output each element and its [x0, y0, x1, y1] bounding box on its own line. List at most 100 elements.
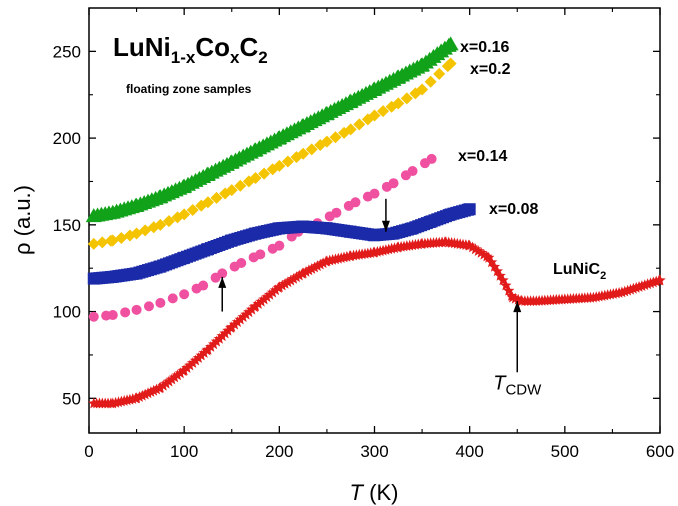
data-point — [166, 373, 178, 385]
data-point — [210, 335, 223, 347]
arrow-head — [218, 276, 227, 288]
data-point — [210, 191, 223, 204]
series-label-x016: x=0.16 — [460, 39, 509, 56]
series-4 — [88, 236, 666, 409]
data-point — [106, 234, 119, 247]
y-tick-label: 150 — [53, 216, 81, 235]
data-point — [154, 218, 167, 231]
data-point — [297, 267, 309, 279]
data-point — [88, 311, 99, 322]
x-tick-label: 600 — [646, 442, 674, 461]
data-point — [178, 208, 191, 221]
data-point — [205, 341, 217, 352]
data-point — [293, 269, 305, 281]
data-point — [285, 274, 297, 286]
data-point — [171, 369, 184, 381]
data-point — [249, 172, 262, 184]
data-point — [491, 265, 503, 277]
title-sub-2: x — [230, 48, 240, 67]
data-point — [234, 179, 247, 192]
data-point — [308, 261, 321, 273]
data-point — [160, 377, 172, 389]
data-point — [154, 381, 167, 393]
data-point — [255, 249, 266, 260]
data-point — [231, 316, 244, 327]
data-point — [273, 281, 285, 293]
series-3 — [87, 203, 476, 285]
data-point — [107, 310, 118, 321]
y-tick-label: 50 — [62, 389, 81, 408]
data-point — [187, 357, 199, 368]
x-axis-title-symbol: T — [350, 480, 365, 505]
data-point — [225, 184, 238, 197]
data-point — [240, 308, 252, 320]
series-label-x008: x=0.08 — [489, 201, 538, 218]
x-tick-label: 0 — [84, 442, 93, 461]
data-point — [198, 280, 209, 291]
data-point — [654, 274, 666, 286]
data-point — [494, 269, 506, 281]
data-point — [184, 359, 196, 371]
data-point — [276, 279, 288, 291]
data-point — [300, 266, 312, 277]
data-point — [303, 264, 315, 276]
data-point — [269, 284, 282, 296]
data-point — [133, 391, 146, 402]
data-point — [350, 197, 361, 208]
arrow-head — [513, 301, 522, 313]
tcdw-label: TCDW — [493, 373, 542, 399]
y-tick-label: 200 — [53, 129, 81, 148]
data-point — [306, 263, 318, 274]
x-tick-label: 500 — [551, 442, 579, 461]
data-point — [150, 383, 163, 395]
tcdw-label-symbol: T — [493, 373, 507, 395]
data-point — [258, 293, 270, 305]
data-point — [279, 278, 291, 289]
data-point — [142, 387, 154, 399]
data-point — [344, 123, 357, 136]
arrow-head — [381, 220, 390, 232]
data-point — [255, 295, 267, 307]
data-point — [219, 327, 231, 339]
data-point — [186, 204, 199, 217]
data-point — [167, 293, 178, 304]
data-point — [243, 306, 255, 318]
data-point — [252, 298, 265, 309]
data-point — [249, 300, 262, 312]
data-point — [115, 231, 128, 244]
data-point — [407, 166, 418, 177]
data-point — [444, 57, 457, 70]
y-axis-title: ρ (a.u.) — [10, 185, 35, 255]
data-point — [163, 375, 175, 387]
chart-title: LuNi1-xCoxC2 — [113, 32, 268, 67]
data-point — [311, 260, 324, 271]
data-point — [258, 167, 271, 180]
chart-subtitle: floating zone samples — [126, 82, 252, 96]
data-point — [369, 188, 380, 199]
axis-ticks: 0 100 200 300 400 500 600 50 100 150 200 250 — [53, 8, 674, 461]
chart-marks — [85, 36, 666, 409]
x-axis-title-unit: (K) — [363, 480, 398, 505]
data-point — [198, 347, 210, 358]
data-point — [148, 384, 160, 396]
data-point — [314, 258, 326, 270]
data-point — [261, 291, 273, 303]
data-point — [178, 364, 190, 376]
data-point — [236, 258, 247, 268]
data-point — [287, 273, 300, 284]
tcdw-label-sub: CDW — [505, 382, 542, 399]
data-point — [96, 236, 109, 249]
series-label-lunic2-main: LuNiC — [553, 261, 601, 278]
data-point — [226, 321, 238, 332]
data-point — [181, 362, 193, 373]
data-point — [329, 131, 342, 144]
data-point — [463, 203, 476, 216]
data-point — [131, 304, 142, 315]
series-0 — [85, 36, 459, 223]
data-point — [297, 147, 310, 160]
data-point — [189, 354, 202, 366]
data-point — [162, 215, 175, 228]
y-tick-label: 100 — [53, 303, 81, 322]
series-label-lunic2: LuNiC2 — [553, 261, 606, 282]
data-point — [201, 196, 214, 209]
